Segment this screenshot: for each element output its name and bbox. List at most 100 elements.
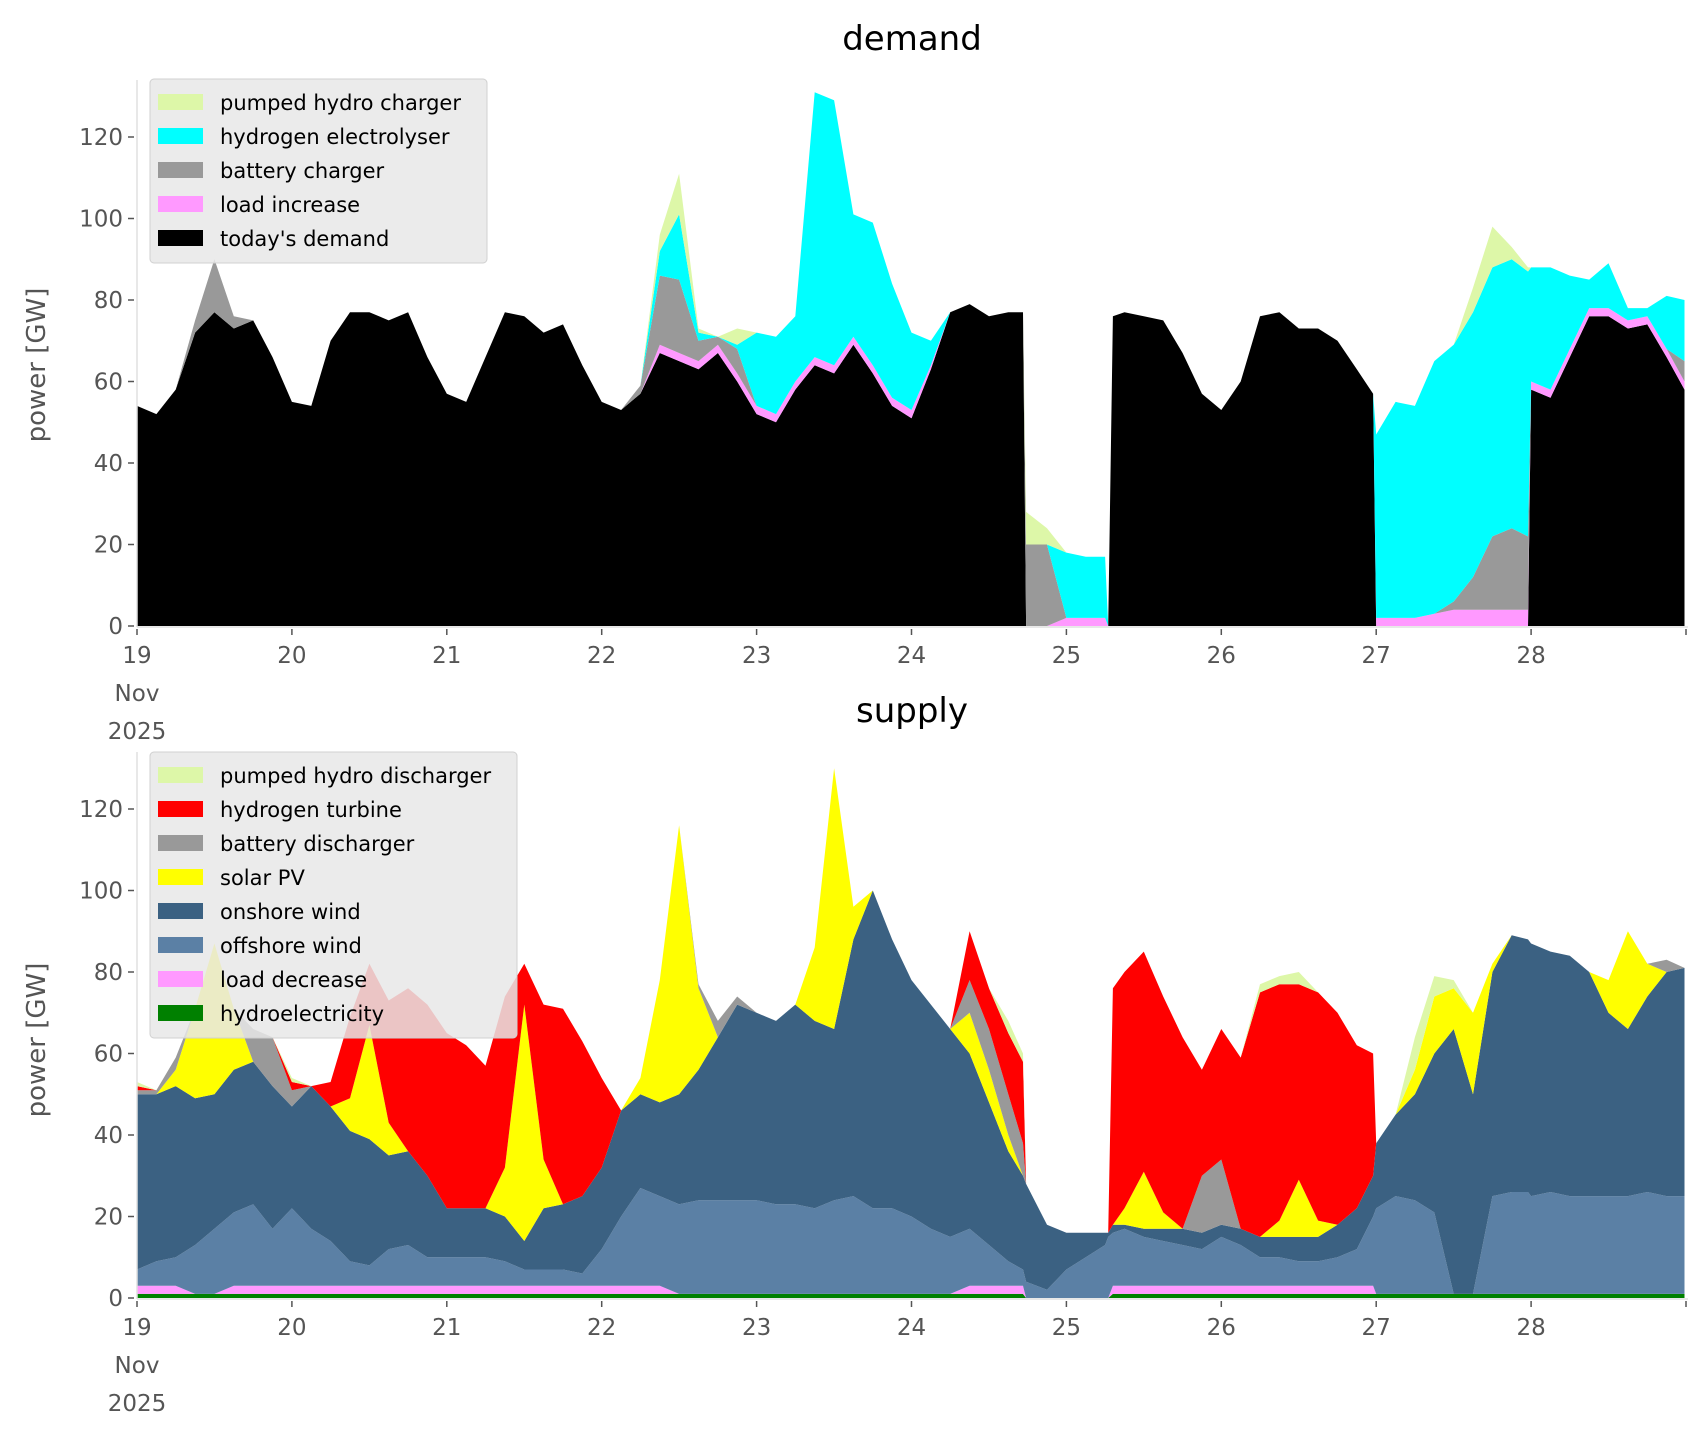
legend-swatch (158, 971, 203, 987)
legend-label: hydrogen electrolyser (220, 125, 450, 149)
legend-label: load increase (220, 193, 360, 217)
legend-swatch (158, 162, 203, 178)
y-tick-label: 40 (94, 1123, 123, 1149)
legend-label: onshore wind (220, 900, 361, 924)
x-tick-label: 19 (122, 1315, 151, 1341)
legend-entry-pumped-hydro-discharger: pumped hydro discharger (158, 764, 491, 788)
supply-areas (137, 768, 1685, 1298)
legend-swatch (158, 1005, 203, 1021)
legend-entry-load-increase: load increase (158, 193, 360, 217)
area-hydroelectricity (137, 1293, 1685, 1298)
demand-legend: pumped hydro charger hydrogen electrolyse… (149, 78, 488, 264)
x-tick-label: 27 (1362, 1315, 1391, 1341)
supply-x-ticks: 19 20 21 22 23 24 25 26 27 28 Nov 2025 (108, 1301, 1687, 1417)
legend-swatch (158, 801, 203, 817)
legend-swatch (158, 230, 203, 246)
x-tick-label: 26 (1207, 1315, 1236, 1341)
supply-y-ticks: 0 20 40 60 80 100 120 (79, 797, 134, 1312)
legend-swatch (158, 128, 203, 144)
y-tick-label: 20 (94, 533, 123, 559)
legend-label: solar PV (220, 866, 305, 890)
demand-title: demand (842, 19, 982, 59)
y-tick-label: 120 (79, 125, 123, 151)
area-solar-pv (137, 768, 1685, 1241)
y-tick-label: 0 (108, 1286, 123, 1312)
x-tick-label: 24 (897, 1315, 926, 1341)
legend-label: offshore wind (220, 934, 362, 958)
x-tick-label: 20 (277, 1315, 306, 1341)
x-tick-label: 25 (1052, 1315, 1081, 1341)
legend-entry-battery-charger: battery charger (158, 159, 385, 183)
supply-panel: supply 0 20 40 60 80 100 120 19 20 21 22 23 24 25 26 2… (22, 691, 1688, 1417)
legend-entry-solar-pv: solar PV (158, 866, 305, 890)
x-tick-label: 21 (432, 643, 461, 669)
x-tick-sublabel: Nov (115, 681, 160, 707)
legend-entry-today-s-demand: today's demand (158, 227, 389, 251)
legend-entry-load-decrease: load decrease (158, 968, 367, 992)
legend-entry-onshore-wind: onshore wind (158, 900, 361, 924)
x-tick-label: 28 (1516, 643, 1545, 669)
y-tick-label: 20 (94, 1205, 123, 1231)
demand-y-ticks: 0 20 40 60 80 100 120 (79, 125, 134, 640)
legend-swatch (158, 196, 203, 212)
x-tick-label: 21 (432, 1315, 461, 1341)
demand-y-axis-label: power [GW] (22, 288, 52, 443)
x-tick-label: 23 (742, 643, 771, 669)
legend-label: load decrease (220, 968, 367, 992)
x-tick-label: 23 (742, 1315, 771, 1341)
legend-swatch (158, 835, 203, 851)
x-tick-label: 22 (587, 1315, 616, 1341)
legend-swatch (158, 937, 203, 953)
legend-label: pumped hydro charger (220, 91, 461, 115)
legend-swatch (158, 903, 203, 919)
y-tick-label: 120 (79, 797, 123, 823)
legend-entry-pumped-hydro-charger: pumped hydro charger (158, 91, 461, 115)
y-tick-label: 80 (94, 288, 123, 314)
x-tick-sublabel: 2025 (108, 1391, 167, 1417)
demand-areas (137, 92, 1685, 626)
x-tick-label: 25 (1052, 643, 1081, 669)
y-tick-label: 80 (94, 960, 123, 986)
legend-entry-hydroelectricity: hydroelectricity (158, 1002, 384, 1026)
x-tick-label: 19 (122, 643, 151, 669)
legend-label: battery charger (220, 159, 385, 183)
x-tick-label: 28 (1516, 1315, 1545, 1341)
area-hydrogen-electrolyser (137, 92, 1685, 626)
demand-panel: demand 0 20 40 60 80 100 120 19 20 21 22 23 24 25 26 2… (22, 19, 1688, 745)
y-tick-label: 60 (94, 1042, 123, 1068)
x-tick-label: 20 (277, 643, 306, 669)
legend-label: hydroelectricity (220, 1002, 384, 1026)
legend-label: pumped hydro discharger (220, 764, 491, 788)
y-tick-label: 40 (94, 451, 123, 477)
legend-label: hydrogen turbine (220, 798, 402, 822)
legend-entry-battery-discharger: battery discharger (158, 832, 415, 856)
area-offshore-wind (137, 1188, 1685, 1298)
y-tick-label: 60 (94, 370, 123, 396)
supply-title: supply (856, 691, 968, 731)
y-tick-label: 0 (108, 614, 123, 640)
legend-swatch (158, 869, 203, 885)
supply-y-axis-label: power [GW] (22, 963, 52, 1118)
supply-legend: pumped hydro discharger hydrogen turbine b… (149, 751, 518, 1039)
legend-entry-hydrogen-turbine: hydrogen turbine (158, 798, 402, 822)
x-tick-label: 27 (1362, 643, 1391, 669)
legend-swatch (158, 767, 203, 783)
x-tick-label: 24 (897, 643, 926, 669)
y-tick-label: 100 (79, 879, 123, 905)
legend-swatch (158, 94, 203, 110)
area-hydrogen-turbine (137, 768, 1685, 1237)
demand-x-ticks: 19 20 21 22 23 24 25 26 27 28 Nov 2025 (108, 629, 1687, 745)
legend-box (149, 751, 518, 1039)
legend-entry-hydrogen-electrolyser: hydrogen electrolyser (158, 125, 450, 149)
x-tick-sublabel: 2025 (108, 719, 167, 745)
x-tick-sublabel: Nov (115, 1353, 160, 1379)
legend-label: battery discharger (220, 832, 415, 856)
y-tick-label: 100 (79, 207, 123, 233)
area-onshore-wind (137, 890, 1685, 1294)
legend-box (149, 78, 488, 264)
area-today-s-demand (137, 304, 1685, 626)
area-load-decrease (137, 1285, 1685, 1298)
legend-entry-offshore-wind: offshore wind (158, 934, 362, 958)
x-tick-label: 26 (1207, 643, 1236, 669)
